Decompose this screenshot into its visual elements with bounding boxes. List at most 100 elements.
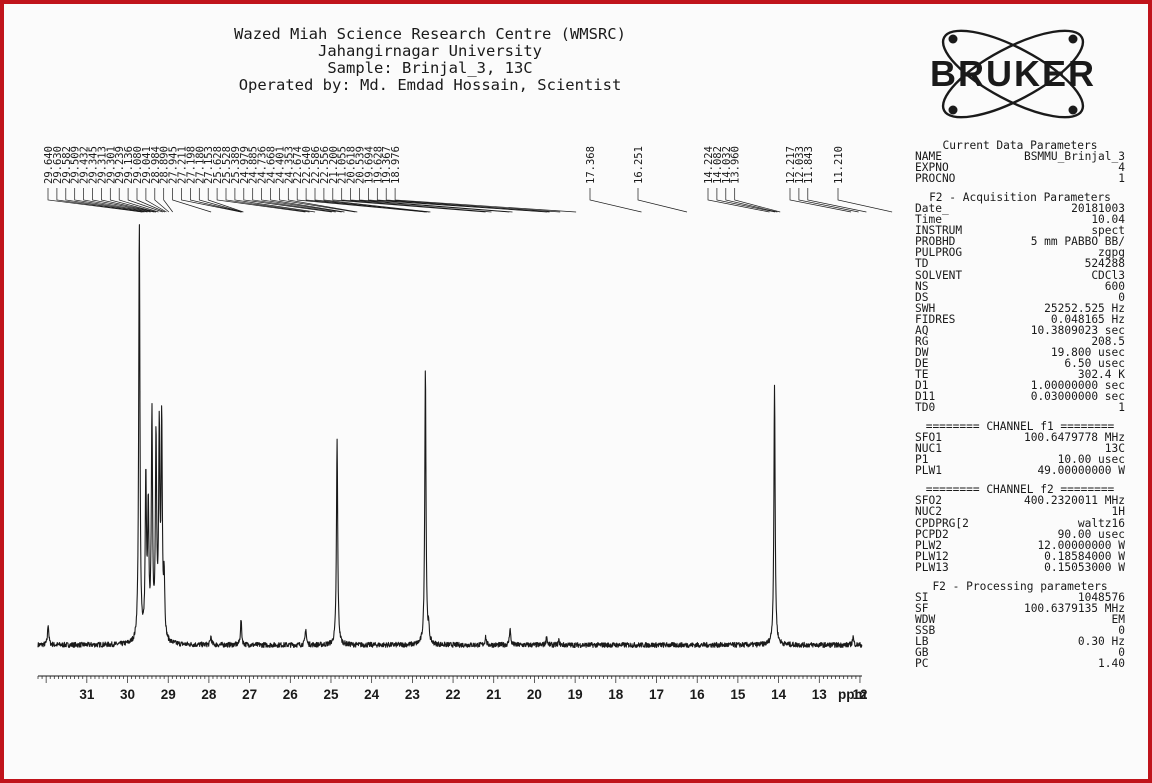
- param-key: PLW13: [915, 560, 949, 574]
- peak-label: 18.976: [390, 146, 402, 184]
- x-tick-label: 30: [120, 687, 135, 702]
- param-key: GB: [915, 646, 929, 660]
- param-value: 1048576: [1077, 590, 1125, 604]
- param-value: 302.4 K: [1077, 367, 1125, 381]
- param-key: AQ: [915, 323, 929, 337]
- param-row: PULPROG zgpg: [915, 247, 1125, 258]
- x-tick-label: 25: [323, 687, 339, 702]
- x-tick-label: 22: [446, 687, 461, 702]
- orbit-ring-2: [941, 29, 1085, 119]
- param-value: 524288: [1084, 257, 1125, 271]
- x-tick-label: 28: [201, 687, 217, 702]
- param-value: 19.800 usec: [1050, 345, 1125, 359]
- param-key: PCPD2: [915, 527, 949, 541]
- x-tick-label: 21: [486, 687, 502, 702]
- param-row: P1 10.00 usec: [915, 454, 1125, 465]
- param-row: PC 1.40: [915, 658, 1125, 669]
- x-tick-label: 23: [405, 687, 421, 702]
- peak-label-connector: [637, 188, 688, 213]
- peak-label-connector: [359, 188, 513, 213]
- param-key: PC: [915, 657, 929, 671]
- spectrum-trace: [37, 224, 863, 649]
- peak-label-connector: [323, 188, 431, 213]
- peak-label: 28.984: [150, 146, 162, 184]
- param-value: waltz16: [1077, 516, 1125, 530]
- peak-label-connector: [725, 188, 778, 213]
- peak-label: 24.979: [239, 146, 251, 184]
- param-value: 1: [1118, 172, 1125, 186]
- param-row: SSB 0: [915, 625, 1125, 636]
- peak-label-connector: [305, 188, 428, 213]
- peak-label: 27.945: [168, 146, 180, 184]
- electron-dot: [948, 105, 958, 115]
- param-key: NAME: [915, 150, 942, 164]
- param-key: SI: [915, 590, 929, 604]
- param-key: D11: [915, 390, 936, 404]
- acquisition-parameters-panel: Current Data Parameters NAME BSMMU_Brinjal…: [915, 140, 1125, 669]
- spectrum-header: Wazed Miah Science Research Centre (WMSR…: [160, 26, 700, 94]
- peak-label: 22.586: [310, 146, 322, 184]
- peak-label: 19.694: [363, 146, 375, 184]
- peak-label-connector: [350, 188, 510, 213]
- peak-label-connector: [261, 188, 342, 213]
- param-key: CPDPRG[2: [915, 516, 969, 530]
- param-key: TD0: [915, 401, 936, 415]
- param-row: WDW EM: [915, 614, 1125, 625]
- peak-label-connector: [181, 188, 242, 213]
- peak-label: 11.843: [803, 146, 815, 184]
- param-row: GB 0: [915, 647, 1125, 658]
- x-tick-label: 20: [527, 687, 542, 702]
- peak-label: 29.301: [105, 146, 117, 184]
- param-row: PLW1 49.00000000 W: [915, 465, 1125, 476]
- peak-label: 29.136: [123, 146, 135, 184]
- logo-text: BRUKER: [930, 53, 1096, 94]
- peak-label-connector: [252, 188, 336, 213]
- param-value: 0: [1118, 623, 1125, 637]
- peak-label: 29.313: [96, 146, 108, 184]
- param-value: 49.00000000 W: [1037, 464, 1125, 478]
- peak-label-connector: [225, 188, 310, 213]
- param-row: NS 600: [915, 280, 1125, 291]
- param-value: 0.03000000 sec: [1030, 390, 1125, 404]
- peak-label-connector: [198, 188, 243, 213]
- peak-label-connector: [234, 188, 316, 213]
- param-key: PLW2: [915, 538, 942, 552]
- param-key: SWH: [915, 301, 936, 315]
- peak-label-connector: [270, 188, 345, 213]
- param-value: 10.00 usec: [1057, 453, 1125, 467]
- x-tick-label: 12: [852, 687, 867, 702]
- peak-label-connector: [109, 188, 157, 213]
- x-tick-label: 13: [812, 687, 828, 702]
- param-key: LB: [915, 634, 929, 648]
- param-value: 400.2320011 MHz: [1023, 494, 1125, 508]
- param-key: EXPNO: [915, 161, 949, 175]
- electron-dot: [1068, 34, 1078, 44]
- param-key: INSTRUM: [915, 224, 963, 238]
- param-key: PLW1: [915, 464, 942, 478]
- param-row: NUC2 1H: [915, 506, 1125, 517]
- peak-label-connector: [837, 188, 893, 213]
- param-value: 10.04: [1091, 213, 1125, 227]
- param-key: TE: [915, 367, 929, 381]
- param-row: TD 524288: [915, 258, 1125, 269]
- electron-dot: [948, 34, 958, 44]
- param-value: 20181003: [1071, 202, 1125, 216]
- param-row: D1 1.00000000 sec: [915, 380, 1125, 391]
- peak-label-connector: [56, 188, 143, 213]
- header-line-institute: Wazed Miah Science Research Centre (WMSR…: [234, 25, 626, 43]
- param-key: Time: [915, 213, 942, 227]
- peak-label: 29.239: [114, 146, 126, 184]
- param-row: PLW13 0.15053000 W: [915, 562, 1125, 573]
- x-tick-label: 14: [771, 687, 787, 702]
- param-row: CPDPRG[2 waltz16: [915, 516, 1125, 530]
- peak-label-connector: [376, 188, 550, 213]
- peak-label: 12.033: [794, 146, 806, 184]
- peak-label: 24.401: [274, 146, 286, 184]
- peak-label: 12.217: [785, 146, 797, 184]
- peak-label: 29.630: [52, 146, 64, 184]
- param-section-title: F2 - Processing parameters: [932, 579, 1108, 593]
- param-section-title: F2 - Acquisition Parameters: [929, 191, 1111, 205]
- param-value: 0.30 Hz: [1077, 634, 1125, 648]
- peak-label-connector: [287, 188, 358, 213]
- peak-label: 24.668: [266, 146, 278, 184]
